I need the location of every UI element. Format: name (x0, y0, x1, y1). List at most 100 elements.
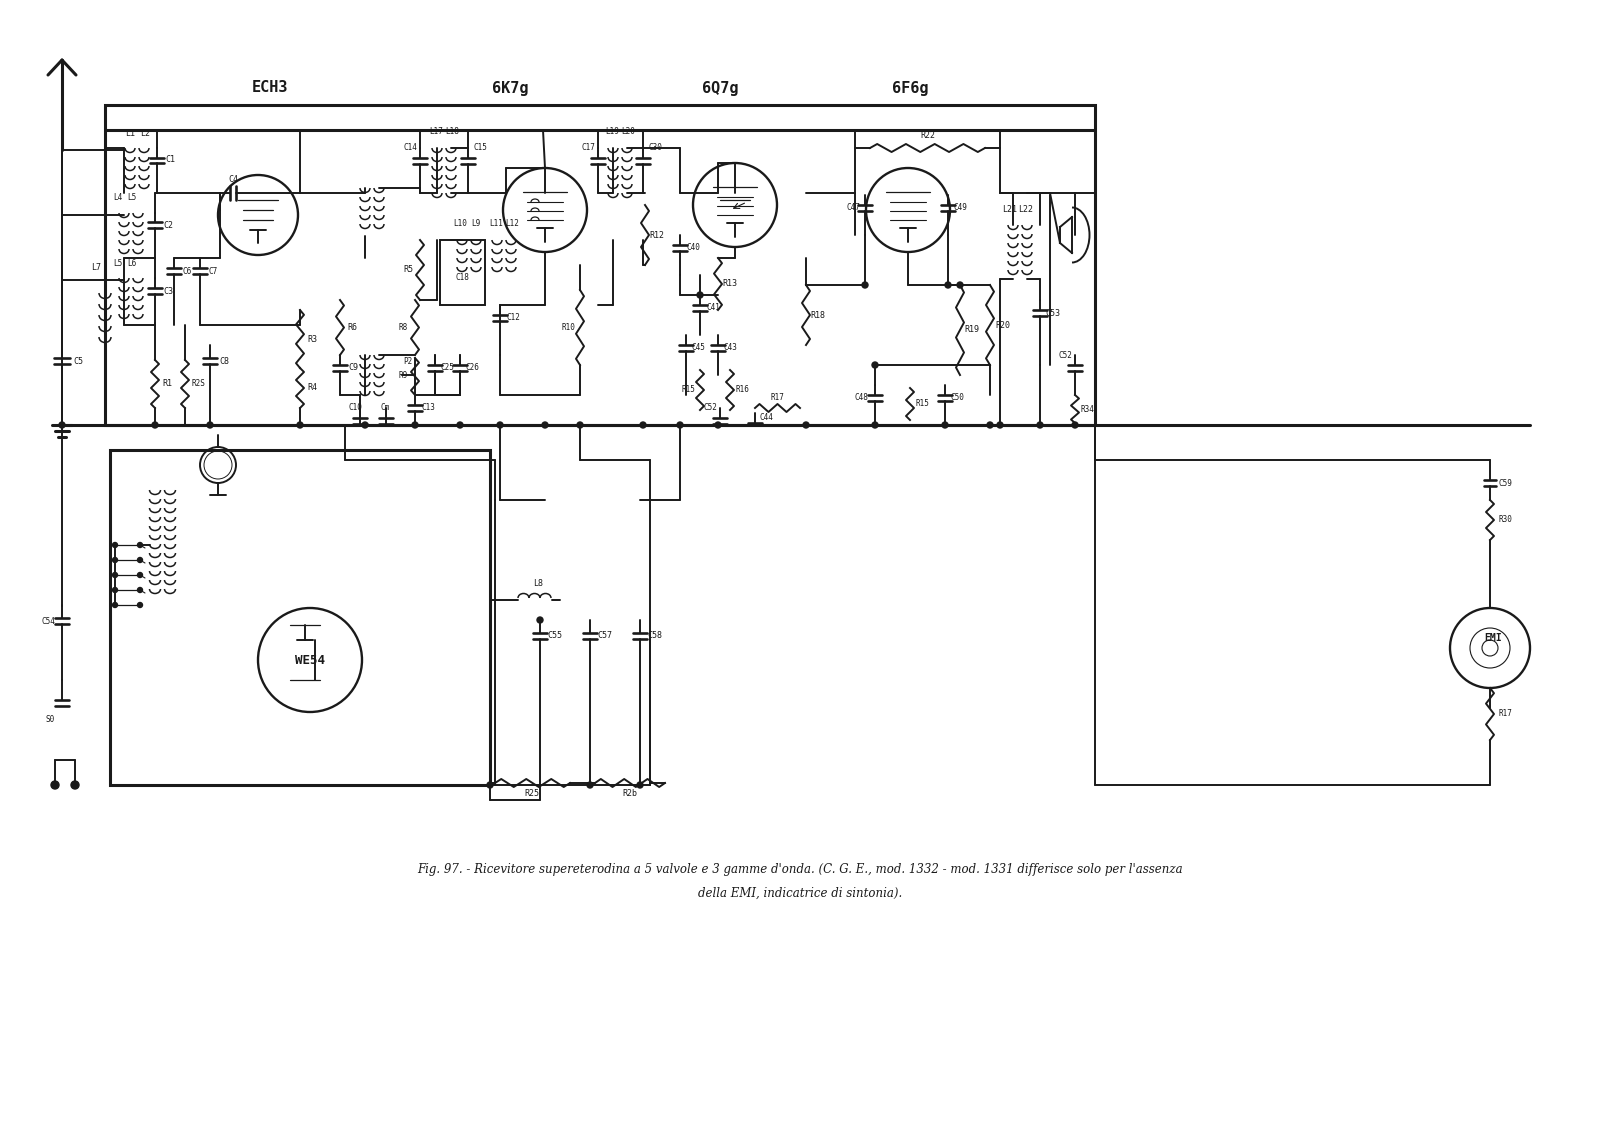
Text: C50: C50 (950, 394, 963, 403)
Text: C9: C9 (349, 363, 358, 372)
Text: C3: C3 (163, 286, 173, 295)
Text: L11: L11 (490, 219, 502, 228)
Text: R16: R16 (734, 386, 749, 395)
Text: ECH3: ECH3 (251, 80, 288, 95)
Circle shape (942, 422, 947, 428)
Circle shape (298, 422, 302, 428)
Circle shape (152, 422, 158, 428)
Text: S0: S0 (45, 716, 54, 725)
Text: C2: C2 (163, 221, 173, 230)
Text: R13: R13 (723, 279, 738, 288)
Text: L5: L5 (114, 259, 123, 268)
Circle shape (112, 572, 117, 578)
Text: C58: C58 (648, 631, 662, 640)
Text: R25: R25 (525, 788, 539, 797)
Text: R15: R15 (915, 399, 930, 408)
Text: L22: L22 (1019, 206, 1034, 215)
Circle shape (1072, 422, 1078, 428)
Text: R17: R17 (770, 394, 784, 403)
Circle shape (862, 282, 867, 288)
Circle shape (715, 422, 722, 428)
Text: R5: R5 (403, 266, 413, 275)
Text: L5: L5 (128, 193, 136, 202)
Text: C44: C44 (758, 414, 773, 423)
Text: R1: R1 (162, 380, 173, 389)
Text: 6Q7g: 6Q7g (702, 80, 738, 95)
Text: C13: C13 (421, 404, 435, 413)
Circle shape (538, 618, 542, 623)
Circle shape (677, 422, 683, 428)
Text: C14: C14 (403, 144, 418, 153)
Circle shape (458, 422, 462, 428)
Text: C41: C41 (706, 303, 720, 312)
Text: R2b: R2b (622, 788, 637, 797)
Circle shape (640, 422, 646, 428)
Circle shape (987, 422, 994, 428)
Circle shape (578, 422, 582, 428)
Text: R10: R10 (562, 322, 574, 331)
Text: 6K7g: 6K7g (491, 80, 528, 95)
Text: C48: C48 (854, 394, 867, 403)
Text: R9: R9 (398, 371, 408, 380)
Text: C17: C17 (581, 144, 595, 153)
Text: L19: L19 (605, 127, 619, 136)
Text: R6: R6 (347, 322, 357, 331)
Text: C47: C47 (846, 204, 859, 213)
Circle shape (138, 543, 142, 547)
Circle shape (803, 422, 810, 428)
Text: R18: R18 (811, 311, 826, 319)
Bar (440, 240, 485, 305)
Text: 6F6g: 6F6g (891, 80, 928, 95)
Text: L9: L9 (472, 219, 480, 228)
Circle shape (112, 543, 117, 547)
Circle shape (587, 782, 594, 788)
Circle shape (498, 422, 502, 428)
Text: C52: C52 (702, 404, 717, 413)
Text: L2: L2 (141, 129, 150, 138)
Bar (110, 450, 490, 785)
Text: C49: C49 (954, 204, 966, 213)
Text: C26: C26 (466, 363, 478, 372)
Text: C25: C25 (440, 363, 454, 372)
Circle shape (872, 362, 878, 368)
Circle shape (637, 782, 643, 788)
Text: L6: L6 (128, 259, 136, 268)
Text: C4: C4 (229, 175, 238, 184)
Text: C45: C45 (691, 344, 706, 353)
Text: R20: R20 (995, 320, 1011, 329)
Text: R15: R15 (682, 386, 694, 395)
Text: L12: L12 (506, 219, 518, 228)
Circle shape (872, 422, 878, 428)
Circle shape (112, 558, 117, 562)
Text: L10: L10 (453, 219, 467, 228)
Circle shape (138, 572, 142, 578)
Text: C7: C7 (208, 267, 218, 276)
Text: R17: R17 (1498, 709, 1512, 718)
Text: della EMI, indicatrice di sintonia).: della EMI, indicatrice di sintonia). (698, 887, 902, 899)
Circle shape (59, 422, 66, 428)
Text: WE54: WE54 (294, 654, 325, 666)
Text: Cm: Cm (381, 403, 390, 412)
Text: L18: L18 (445, 127, 459, 136)
Circle shape (138, 587, 142, 593)
Circle shape (413, 422, 418, 428)
Text: L21: L21 (1003, 206, 1018, 215)
Text: C52: C52 (1058, 352, 1072, 361)
Text: L4: L4 (114, 193, 123, 202)
Text: C53: C53 (1045, 309, 1061, 318)
Circle shape (206, 422, 213, 428)
Text: R30: R30 (1498, 516, 1512, 525)
Text: C18: C18 (454, 274, 469, 283)
Text: L20: L20 (621, 127, 635, 136)
Text: L1: L1 (125, 129, 134, 138)
Text: C12: C12 (506, 313, 520, 322)
Text: R34: R34 (1080, 405, 1094, 414)
Bar (106, 105, 1094, 425)
Circle shape (486, 782, 493, 788)
Text: P2: P2 (403, 357, 413, 366)
Text: C40: C40 (686, 243, 699, 252)
Circle shape (1037, 422, 1043, 428)
Text: C59: C59 (1498, 478, 1512, 487)
Text: L8: L8 (533, 579, 542, 588)
Text: EMI: EMI (1485, 633, 1502, 644)
